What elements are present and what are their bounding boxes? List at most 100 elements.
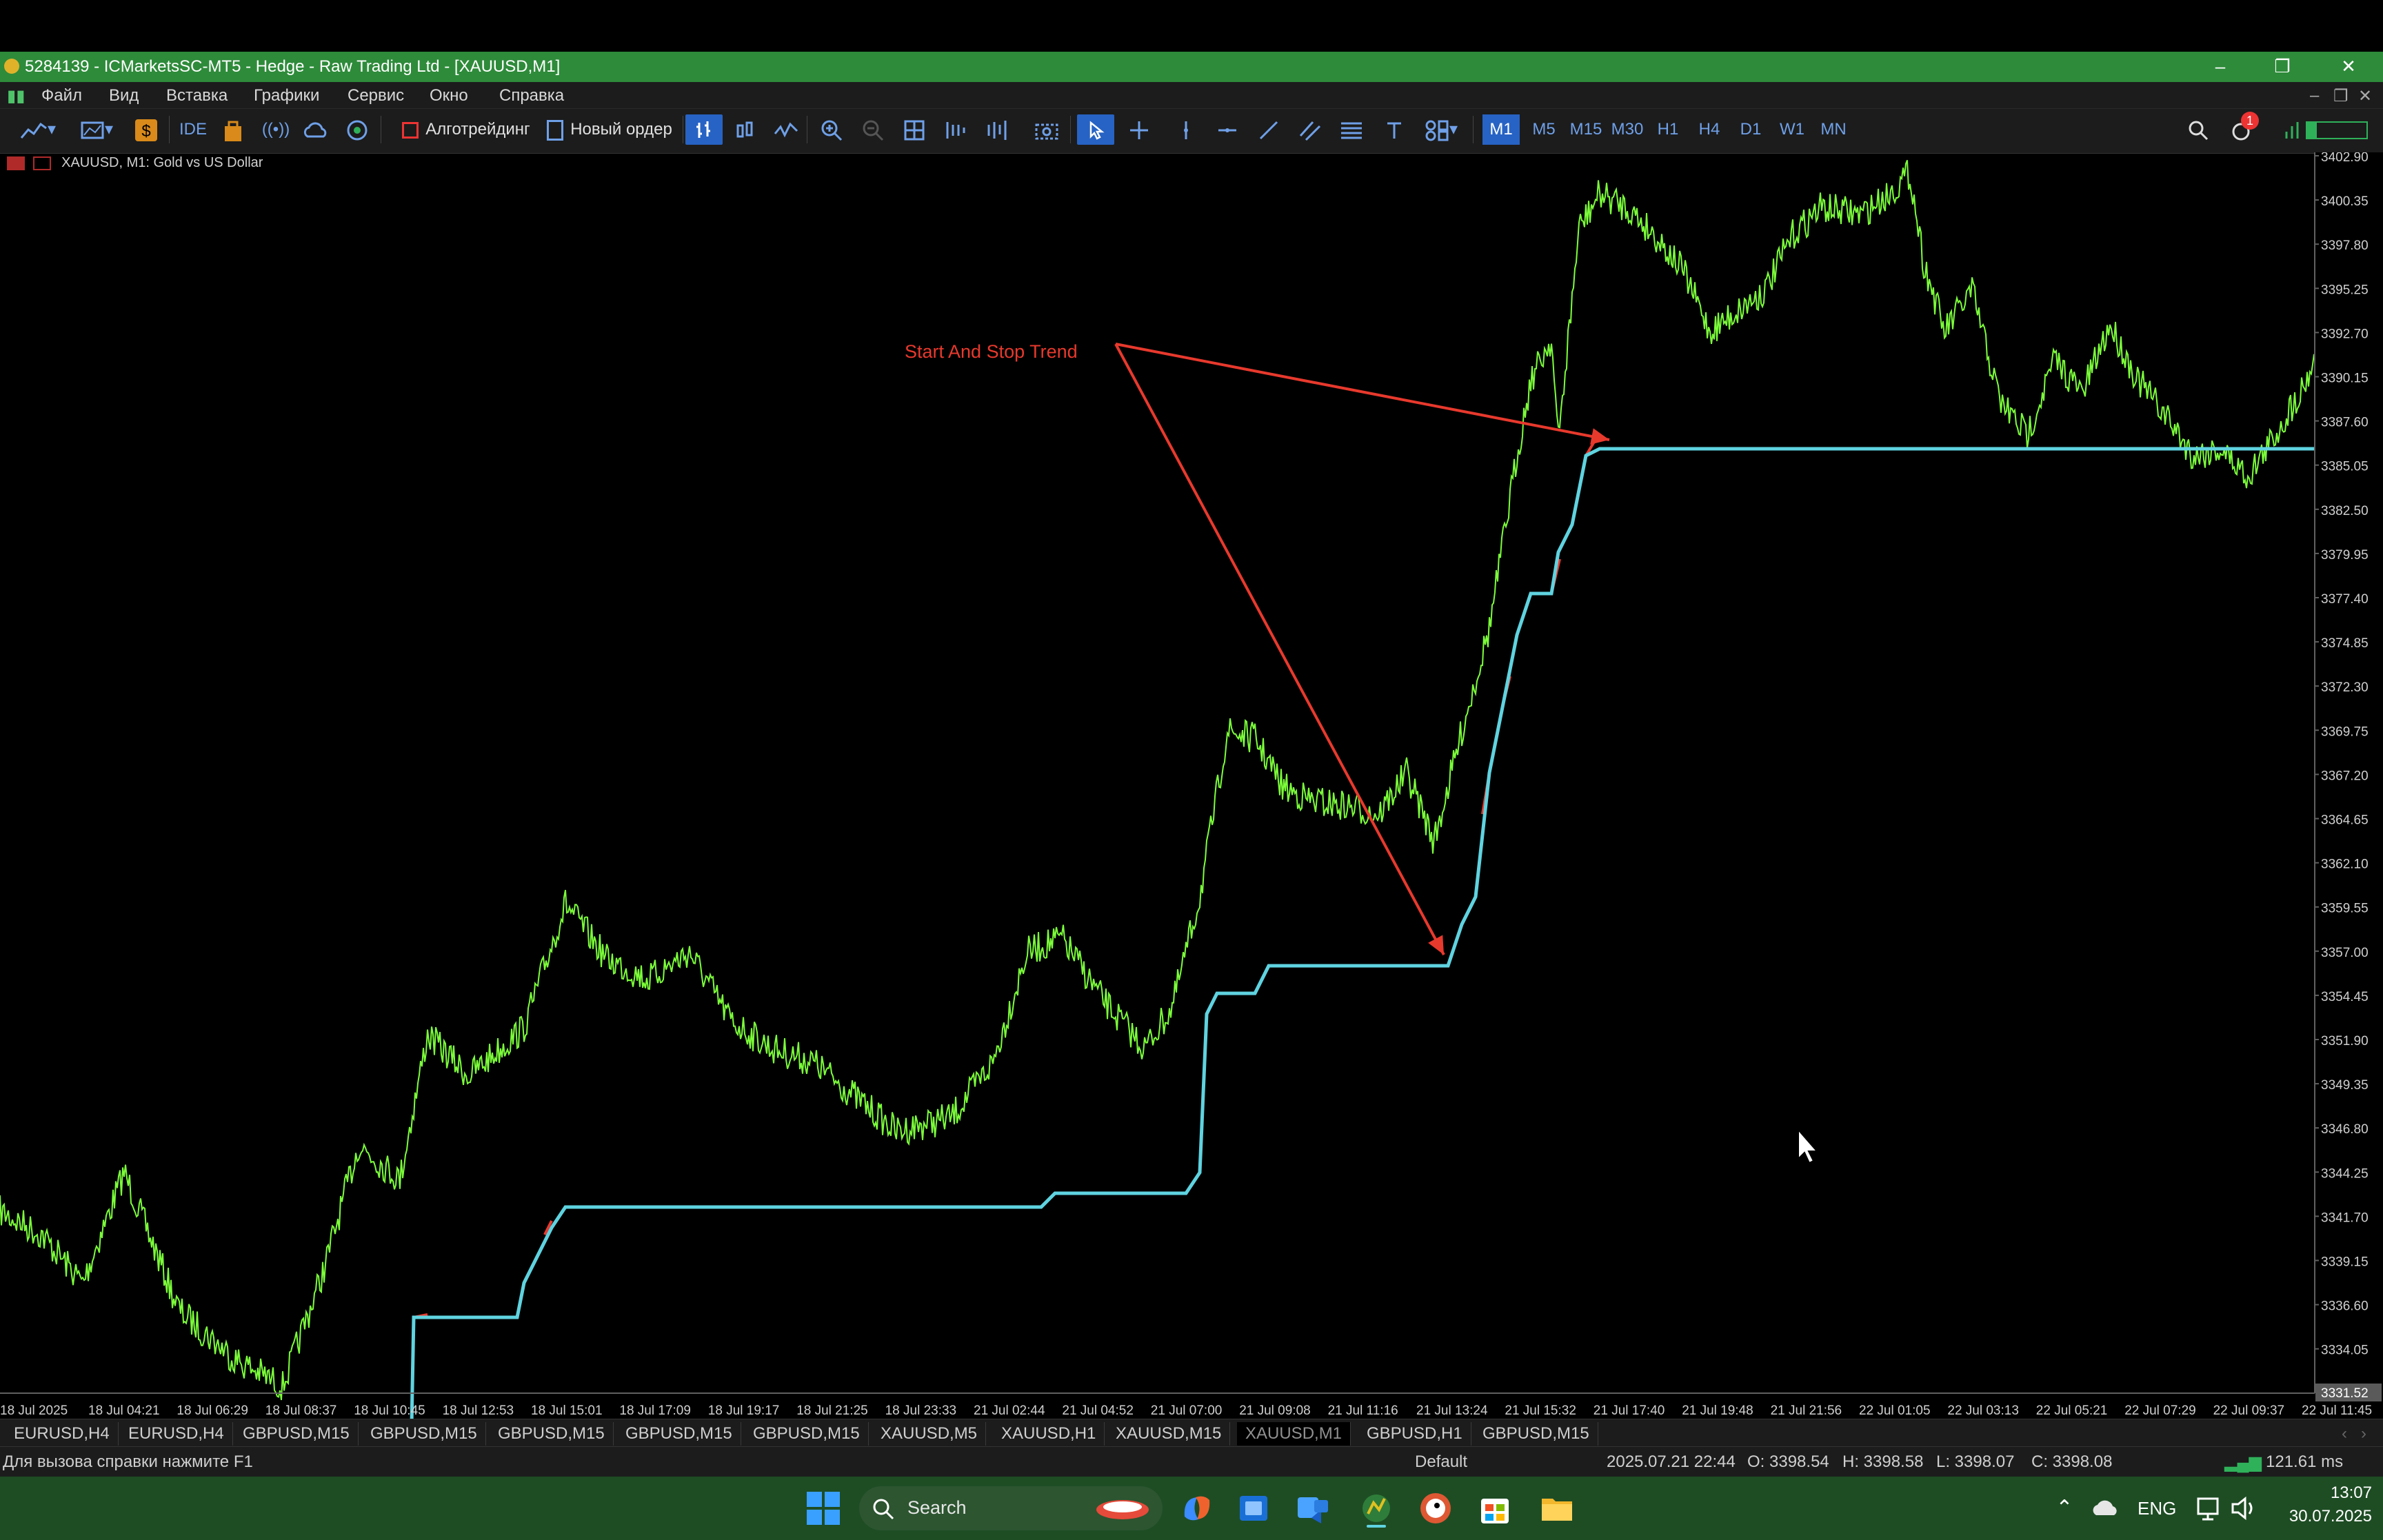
ide-button[interactable]: IDE: [179, 120, 207, 139]
network-icon[interactable]: [2190, 1489, 2229, 1528]
new-order-button[interactable]: Новый ордер: [541, 114, 678, 145]
timeframe-mn[interactable]: MN: [1820, 120, 1847, 139]
timeframe-h4[interactable]: H4: [1698, 120, 1720, 139]
market-bag-icon[interactable]: [219, 114, 247, 145]
teams-icon[interactable]: [1294, 1489, 1332, 1528]
chart-tab[interactable]: GBPUSD,M15: [1474, 1422, 1598, 1446]
chart-tab[interactable]: EURUSD,H4: [6, 1422, 119, 1446]
menu-insert[interactable]: Вставка: [166, 86, 228, 105]
time-tick-label: 18 Jul 17:09: [619, 1404, 691, 1418]
restore-button[interactable]: ❐: [2274, 56, 2291, 77]
price-chart[interactable]: Start And Stop Trend 3402.90 3400.35 3397.…: [0, 152, 2383, 1424]
search-icon[interactable]: [2184, 114, 2212, 145]
chart-tab[interactable]: GBPUSD,H1: [1358, 1422, 1471, 1446]
new-order-icon: [547, 119, 564, 141]
trendline-icon[interactable]: [1254, 114, 1284, 145]
chart-tab[interactable]: GBPUSD,M15: [362, 1422, 486, 1446]
outlook-icon[interactable]: [1234, 1489, 1273, 1528]
signals-icon[interactable]: ((•)): [261, 120, 290, 139]
chart-menu-icon[interactable]: ▮▮: [7, 87, 26, 105]
timeframe-h1[interactable]: H1: [1657, 120, 1679, 139]
menu-charts[interactable]: Графики: [254, 86, 320, 105]
line-chart-icon[interactable]: ▾: [14, 114, 62, 145]
timeframe-m1[interactable]: M1: [1482, 114, 1520, 145]
start-icon[interactable]: [804, 1489, 843, 1528]
cursor-icon[interactable]: [1077, 114, 1114, 145]
chart-tab[interactable]: XAUUSD,M15: [1107, 1422, 1231, 1446]
time-tick-label: 21 Jul 13:24: [1416, 1404, 1488, 1418]
child-restore-button[interactable]: ❐: [2333, 87, 2349, 105]
taskbar-search[interactable]: Search: [859, 1486, 1163, 1530]
timeframe-m30[interactable]: M30: [1611, 120, 1644, 139]
explorer-icon[interactable]: [1538, 1489, 1576, 1528]
screenshot-icon[interactable]: [1032, 114, 1062, 145]
chart-tab[interactable]: XAUUSD,H1: [993, 1422, 1105, 1446]
profile-name[interactable]: Default: [1415, 1452, 1468, 1471]
child-minimize-button[interactable]: –: [2310, 86, 2320, 105]
timeframe-d1[interactable]: D1: [1740, 120, 1762, 139]
child-close-button[interactable]: ✕: [2358, 87, 2373, 105]
clock[interactable]: 13:07 30.07.2025: [2269, 1483, 2372, 1526]
timeframe-m5[interactable]: M5: [1532, 120, 1556, 139]
tab-scroll-right-icon[interactable]: ›: [2361, 1424, 2366, 1443]
minimize-button[interactable]: –: [2215, 56, 2226, 77]
chart-tab-active[interactable]: XAUUSD,M1: [1237, 1422, 1351, 1446]
dollar-icon[interactable]: $: [132, 114, 160, 145]
price-tick-label: 3402.90: [2321, 152, 2369, 165]
timeframe-m15[interactable]: M15: [1569, 120, 1602, 139]
text-tool-icon[interactable]: [1379, 114, 1409, 145]
time-tick-label: 21 Jul 07:00: [1151, 1404, 1223, 1418]
fibonacci-icon[interactable]: [1336, 114, 1367, 145]
store-icon[interactable]: [1476, 1489, 1514, 1528]
menu-view[interactable]: Вид: [109, 86, 139, 105]
menu-help[interactable]: Справка: [499, 86, 565, 105]
bar-chart-icon[interactable]: [685, 114, 723, 145]
menu-file[interactable]: Файл: [41, 86, 83, 105]
chevron-up-icon[interactable]: ⌃: [2055, 1497, 2073, 1519]
chart-properties-icon[interactable]: [7, 156, 25, 170]
signal-strength-icon: [2282, 114, 2303, 145]
candlestick-icon[interactable]: [730, 114, 760, 145]
notification-badge: 1: [2241, 112, 2259, 130]
notifications-icon[interactable]: 1: [2226, 112, 2259, 145]
chart-indicators-icon[interactable]: [32, 156, 51, 170]
chart-tab[interactable]: XAUUSD,M5: [872, 1422, 987, 1446]
volume-icon[interactable]: [2224, 1489, 2263, 1528]
chart-tab[interactable]: GBPUSD,M15: [234, 1422, 359, 1446]
menu-window[interactable]: Окно: [430, 86, 468, 105]
cloud-icon[interactable]: [301, 114, 331, 145]
chart-tab[interactable]: GBPUSD,M15: [490, 1422, 614, 1446]
menu-tools[interactable]: Сервис: [348, 86, 405, 105]
time-tick-label: 21 Jul 17:40: [1593, 1404, 1665, 1418]
onedrive-icon[interactable]: [2087, 1489, 2125, 1528]
zoom-in-icon[interactable]: [816, 114, 847, 145]
algotrading-button[interactable]: Алготрейдинг: [390, 114, 542, 145]
timeframe-w1[interactable]: W1: [1780, 120, 1804, 139]
connection-bar: [2306, 114, 2368, 145]
horizontal-line-icon[interactable]: [1212, 114, 1243, 145]
chart-shift-icon[interactable]: [982, 114, 1012, 145]
shapes-icon[interactable]: ▾: [1418, 114, 1465, 145]
price-tick-label: 3334.05: [2321, 1344, 2369, 1358]
line-type-icon[interactable]: [771, 114, 801, 145]
chart-tab[interactable]: GBPUSD,M15: [745, 1422, 869, 1446]
tile-windows-icon[interactable]: [899, 114, 929, 145]
scroll-chart-icon[interactable]: [941, 114, 971, 145]
duckduckgo-icon[interactable]: [1416, 1489, 1455, 1528]
language-indicator[interactable]: ENG: [2138, 1498, 2177, 1519]
help-hint: Для вызова справки нажмите F1: [3, 1452, 253, 1471]
channel-icon[interactable]: [1295, 114, 1325, 145]
vps-globe-icon[interactable]: [342, 114, 372, 145]
close-button[interactable]: ✕: [2341, 56, 2356, 77]
chart-tab[interactable]: GBPUSD,M15: [617, 1422, 741, 1446]
chart-tab[interactable]: EURUSD,H4: [120, 1422, 233, 1446]
copilot-icon[interactable]: [1178, 1489, 1216, 1528]
tab-scroll-left-icon[interactable]: ‹: [2342, 1424, 2347, 1443]
template-icon[interactable]: ▾: [72, 114, 121, 145]
time-tick-label: 22 Jul 07:29: [2124, 1404, 2196, 1418]
crosshair-icon[interactable]: [1124, 114, 1154, 145]
price-tick-label: 3369.75: [2321, 725, 2369, 739]
vertical-line-icon[interactable]: [1171, 114, 1201, 145]
metatrader-icon[interactable]: [1357, 1489, 1396, 1528]
zoom-out-icon[interactable]: [858, 114, 888, 145]
